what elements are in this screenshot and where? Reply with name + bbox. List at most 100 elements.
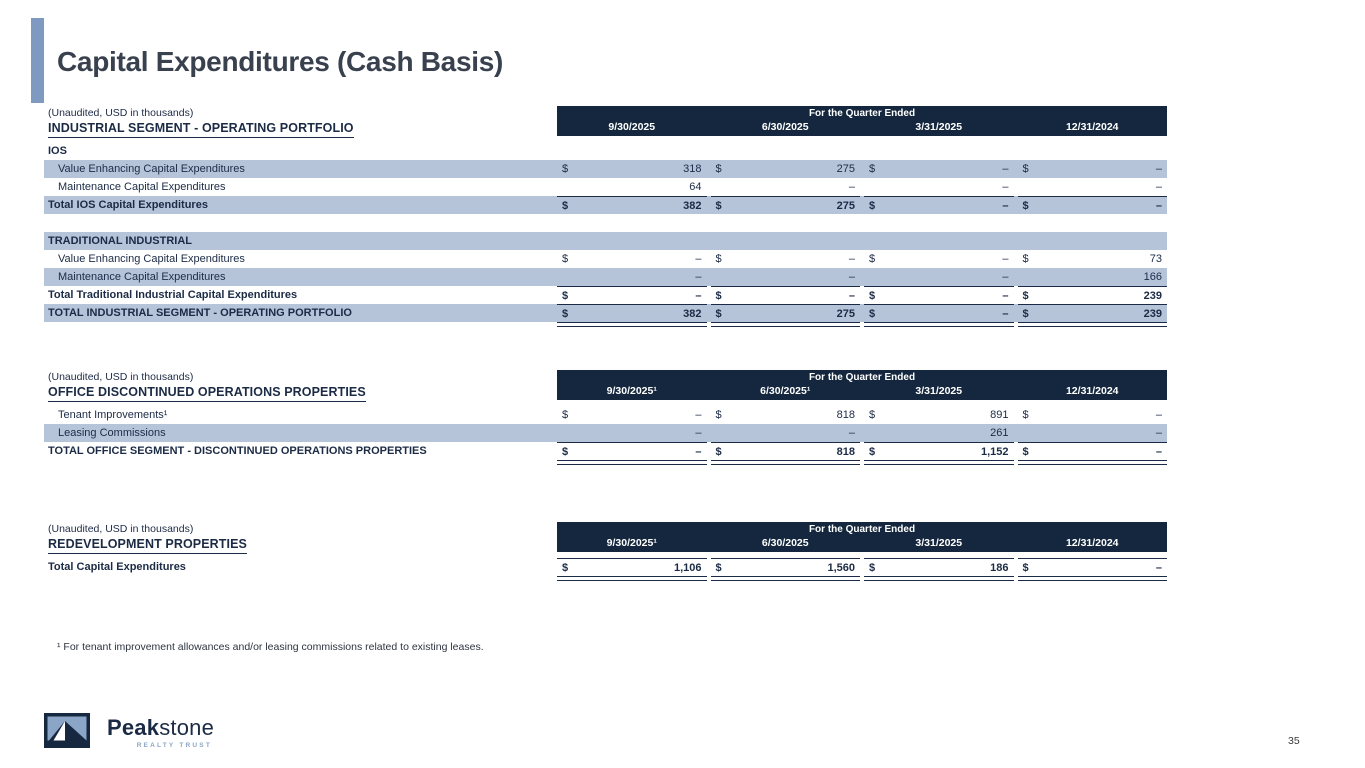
table-row: Maintenance Capital Expenditures – – – 166: [44, 268, 1167, 286]
double-rule-segment: [557, 576, 707, 581]
value-cell: –: [557, 268, 707, 286]
row-label: Total Traditional Industrial Capital Exp…: [48, 289, 298, 301]
value-cell: –: [1018, 424, 1168, 442]
column-header-date: 9/30/2025¹: [606, 385, 657, 397]
currency-symbol: $: [562, 445, 569, 458]
row-label: Leasing Commissions: [58, 427, 166, 439]
value-cell: –: [557, 424, 707, 442]
currency-symbol: $: [869, 163, 876, 175]
table-row: IOS: [44, 142, 1167, 160]
currency-symbol: $: [869, 409, 876, 421]
section-title: INDUSTRIAL SEGMENT - OPERATING PORTFOLIO: [48, 121, 354, 138]
table-row: Value Enhancing Capital Expenditures $318…: [44, 160, 1167, 178]
currency-symbol: $: [869, 561, 876, 574]
table-row: Total IOS Capital Expenditures $382 $275 $ –…: [44, 196, 1167, 214]
cell-value: 275: [836, 199, 855, 212]
value-cell: $ –: [557, 442, 707, 460]
value-cell: –: [711, 178, 861, 196]
brand-stone: stone: [159, 715, 215, 740]
footnote: ¹ For tenant improvement allowances and/…: [57, 641, 484, 653]
value-cell: $275: [711, 160, 861, 178]
cell-value: –: [695, 271, 702, 283]
currency-symbol: $: [562, 409, 569, 421]
currency-symbol: $: [1022, 561, 1029, 574]
cell-value: –: [1155, 199, 1162, 212]
column-header-date: 12/31/2024: [1065, 537, 1119, 549]
currency-symbol: $: [562, 253, 569, 265]
table-section-office: (Unaudited, USD in thousands) OFFICE DIS…: [44, 370, 1167, 465]
column-header-date: 6/30/2025¹: [760, 385, 811, 397]
value-cell: $382: [557, 196, 707, 214]
cell-value: –: [1155, 163, 1162, 175]
value-cell: $818: [711, 406, 861, 424]
unaudited-label: (Unaudited, USD in thousands): [48, 523, 194, 535]
table-row: Total Capital Expenditures $1,106 $1,560 $1…: [44, 558, 1167, 576]
row-label: Tenant Improvements¹: [58, 409, 168, 421]
section-title: OFFICE DISCONTINUED OPERATIONS PROPERTIE…: [48, 385, 366, 402]
currency-symbol: $: [715, 199, 722, 212]
cell-value: –: [1002, 307, 1009, 320]
value-cell: $ –: [1017, 558, 1167, 576]
table-row: TOTAL OFFICE SEGMENT - DISCONTINUED OPER…: [44, 442, 1167, 460]
currency-symbol: $: [562, 199, 569, 212]
table-section-industrial: (Unaudited, USD in thousands) INDUSTRIAL…: [44, 106, 1167, 327]
quarter-header-band: For the Quarter Ended 9/30/2025¹ 6/30/202…: [557, 370, 1167, 400]
table-body: Tenant Improvements¹ $ – $818 $891 $ – Leasing …: [44, 406, 1167, 465]
currency-symbol: $: [715, 163, 722, 175]
row-label: Maintenance Capital Expenditures: [58, 271, 226, 283]
cell-value: –: [848, 289, 855, 302]
page-number: 35: [1288, 735, 1300, 747]
page-title: Capital Expenditures (Cash Basis): [57, 46, 504, 77]
column-header-date: 3/31/2025: [915, 537, 963, 549]
cell-value: 73: [1149, 253, 1162, 265]
value-cell: [864, 142, 1014, 160]
value-cell: $818: [710, 442, 860, 460]
table-header: (Unaudited, USD in thousands) INDUSTRIAL…: [44, 106, 1167, 138]
double-rule: [44, 322, 1167, 327]
currency-symbol: $: [1022, 445, 1029, 458]
cell-value: 186: [990, 561, 1009, 574]
brand-peak: Peak: [107, 715, 160, 740]
value-cell: [1018, 232, 1168, 250]
cell-value: 318: [683, 163, 702, 175]
section-title: REDEVELOPMENT PROPERTIES: [48, 537, 247, 554]
cell-value: –: [695, 289, 702, 302]
currency-symbol: $: [869, 199, 876, 212]
row-label: Value Enhancing Capital Expenditures: [58, 253, 245, 265]
value-cell: $891: [864, 406, 1014, 424]
value-cell: $ –: [864, 196, 1014, 214]
currency-symbol: $: [1022, 199, 1029, 212]
currency-symbol: $: [869, 307, 876, 320]
cell-value: 1,106: [673, 561, 702, 574]
double-rule-segment: [864, 576, 1014, 581]
value-cell: $1,152: [864, 442, 1014, 460]
currency-symbol: $: [562, 289, 569, 302]
double-rule: [44, 460, 1167, 465]
double-rule-segment: [710, 460, 860, 465]
cell-value: 275: [836, 163, 855, 175]
row-label: Maintenance Capital Expenditures: [58, 181, 226, 193]
cell-value: 64: [689, 181, 702, 193]
table-meta: (Unaudited, USD in thousands) OFFICE DIS…: [44, 370, 553, 402]
value-cell: $239: [1017, 286, 1167, 304]
cell-value: –: [695, 445, 702, 458]
quarter-ended-header: For the Quarter Ended: [808, 524, 916, 535]
value-cell: $318: [557, 160, 707, 178]
value-cell: –: [1018, 178, 1168, 196]
value-cell: [711, 142, 861, 160]
value-cell: $ –: [711, 250, 861, 268]
table-body: Total Capital Expenditures $1,106 $1,560 $1…: [44, 558, 1167, 581]
value-cell: 166: [1018, 268, 1168, 286]
double-rule-segment: [557, 460, 707, 465]
mountain-logo-icon: [44, 713, 90, 748]
currency-symbol: $: [1022, 307, 1029, 320]
cell-value: –: [1002, 181, 1009, 193]
cell-value: –: [1155, 427, 1162, 439]
double-rule-segment: [864, 322, 1014, 327]
quarter-ended-header: For the Quarter Ended: [808, 108, 916, 119]
double-rule-segment: [557, 322, 707, 327]
cell-value: –: [848, 271, 855, 283]
column-header-date: 3/31/2025: [915, 121, 963, 133]
cell-value: 166: [1143, 271, 1162, 283]
cell-value: –: [1155, 561, 1162, 574]
